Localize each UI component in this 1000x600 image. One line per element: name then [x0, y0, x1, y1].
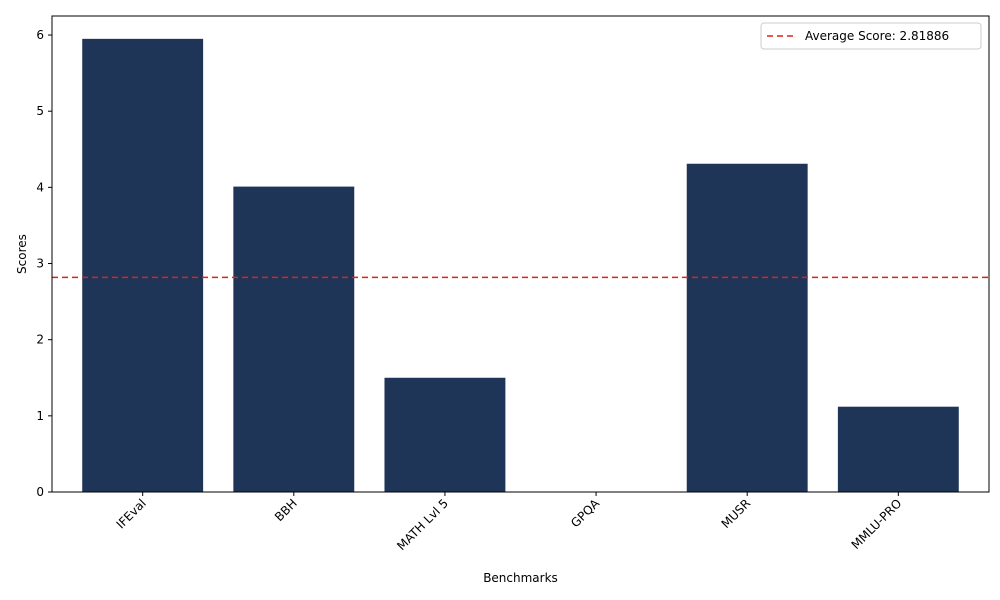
legend: Average Score: 2.81886 — [760, 22, 982, 50]
y-tick-label: 2 — [36, 333, 44, 347]
bar-math-lvl-5 — [384, 377, 506, 492]
plot-frame — [51, 15, 990, 493]
bar-mmlu-pro — [837, 406, 959, 492]
legend-box — [760, 22, 982, 50]
legend-label-average-score: Average Score: 2.81886 — [805, 29, 949, 43]
y-axis-ticks: 0 1 2 3 4 5 6 — [36, 28, 52, 499]
bar-ifeval — [82, 38, 204, 493]
y-tick-label: 1 — [36, 409, 44, 423]
y-tick-label: 4 — [36, 180, 44, 194]
y-tick-label: 5 — [36, 104, 44, 118]
y-tick-label: 3 — [36, 257, 44, 271]
bars-layer — [82, 38, 959, 493]
bar-musr — [686, 163, 808, 492]
y-tick-label: 0 — [36, 485, 44, 499]
y-axis-label: Scores — [15, 234, 29, 274]
bar-bbh — [233, 186, 355, 493]
y-tick-label: 6 — [36, 28, 44, 42]
x-axis-label: Benchmarks — [483, 571, 558, 585]
